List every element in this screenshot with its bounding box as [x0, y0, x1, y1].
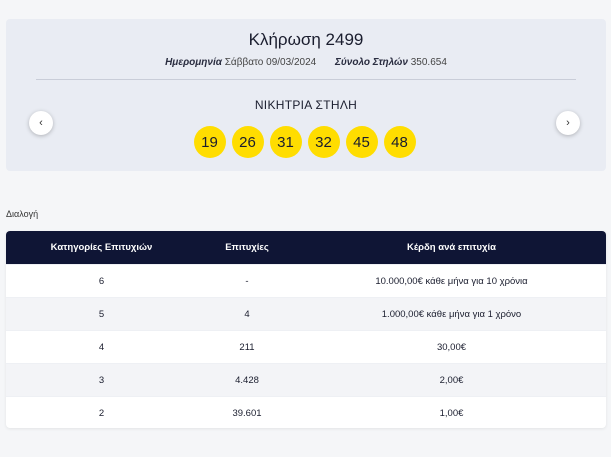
table-row: 6 - 10.000,00€ κάθε μήνα για 10 χρόνια — [6, 264, 606, 297]
cell-winners: 4 — [244, 308, 250, 320]
divider — [36, 79, 576, 80]
date-value: Σάββατο 09/03/2024 — [224, 57, 317, 68]
next-draw-button[interactable]: › — [556, 111, 580, 135]
table-row: 2 39.601 1,00€ — [6, 396, 606, 428]
table-row: 4 211 30,00€ — [6, 330, 606, 363]
cell-winners: 211 — [239, 341, 255, 353]
date-label: Ημερομηνία — [165, 57, 222, 68]
cell-prize: 1,00€ — [439, 407, 464, 419]
header-categories: Κατηγορίες Επιτυχιών — [50, 242, 153, 253]
number-ball: 19 — [193, 126, 226, 158]
number-ball: 31 — [269, 126, 302, 158]
number-ball: 26 — [231, 126, 264, 158]
columns-label: Σύνολο Στηλών — [334, 57, 408, 68]
cell-prize: 10.000,00€ κάθε μήνα για 10 χρόνια — [375, 275, 528, 287]
previous-draw-button[interactable]: ‹ — [29, 111, 53, 135]
number-ball: 32 — [307, 126, 340, 158]
chevron-left-icon: ‹ — [39, 117, 43, 129]
header-prize: Κέρδη ανά επιτυχία — [407, 242, 496, 253]
cell-category: 5 — [98, 308, 105, 320]
chevron-right-icon: › — [566, 117, 570, 129]
table-body: 6 - 10.000,00€ κάθε μήνα για 10 χρόνια 5… — [6, 264, 606, 428]
draw-columns: Σύνολο Στηλών 350.654 — [335, 57, 447, 68]
draw-card: Κλήρωση 2499 Ημερομηνία Σάββατο 09/03/20… — [6, 19, 606, 171]
cell-category: 2 — [98, 407, 105, 419]
number-ball: 45 — [345, 126, 378, 158]
table-header: Κατηγορίες Επιτυχιών Επιτυχίες Κέρδη ανά… — [6, 231, 606, 264]
draw-date: Ημερομηνία Σάββατο 09/03/2024 — [165, 57, 319, 68]
draw-title: Κλήρωση 2499 — [248, 30, 364, 49]
cell-winners: 39.601 — [232, 407, 262, 419]
prize-table: Κατηγορίες Επιτυχιών Επιτυχίες Κέρδη ανά… — [6, 231, 606, 428]
cell-prize: 2,00€ — [439, 374, 464, 386]
cell-category: 4 — [98, 341, 105, 353]
cell-prize: 30,00€ — [436, 341, 467, 353]
table-row: 5 4 1.000,00€ κάθε μήνα για 1 χρόνο — [6, 297, 606, 330]
table-row: 3 4.428 2,00€ — [6, 363, 606, 396]
cell-category: 3 — [98, 374, 105, 386]
draw-meta: Ημερομηνία Σάββατο 09/03/2024 Σύνολο Στη… — [6, 57, 606, 68]
cell-category: 6 — [98, 275, 105, 287]
columns-value: 350.654 — [410, 57, 447, 68]
number-ball: 48 — [383, 126, 416, 158]
cell-winners: 4.428 — [235, 374, 259, 386]
winning-numbers: 19 26 31 32 45 48 — [6, 126, 606, 158]
sort-label[interactable]: Διαλογή — [6, 209, 39, 219]
cell-prize: 1.000,00€ κάθε μήνα για 1 χρόνο — [381, 308, 522, 320]
cell-winners: - — [245, 275, 249, 287]
header-winners: Επιτυχίες — [225, 242, 269, 253]
winning-column-title: ΝΙΚΗΤΡΙΑ ΣΤΗΛΗ — [254, 98, 358, 112]
